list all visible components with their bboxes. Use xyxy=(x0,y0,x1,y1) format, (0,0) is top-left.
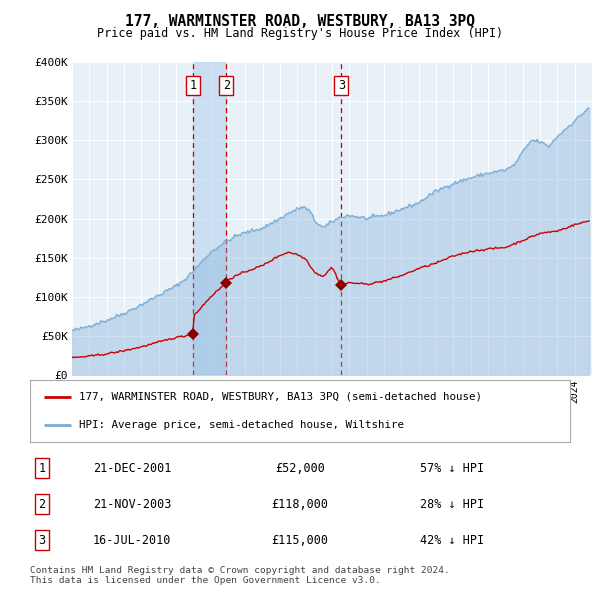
Text: 2: 2 xyxy=(223,79,230,92)
Text: 57% ↓ HPI: 57% ↓ HPI xyxy=(420,461,484,474)
Text: Price paid vs. HM Land Registry's House Price Index (HPI): Price paid vs. HM Land Registry's House … xyxy=(97,27,503,40)
Text: 16-JUL-2010: 16-JUL-2010 xyxy=(93,533,171,546)
Text: 1: 1 xyxy=(189,79,196,92)
Text: 177, WARMINSTER ROAD, WESTBURY, BA13 3PQ (semi-detached house): 177, WARMINSTER ROAD, WESTBURY, BA13 3PQ… xyxy=(79,392,482,402)
Text: HPI: Average price, semi-detached house, Wiltshire: HPI: Average price, semi-detached house,… xyxy=(79,420,404,430)
Text: 28% ↓ HPI: 28% ↓ HPI xyxy=(420,497,484,510)
Bar xyxy=(193,62,226,375)
Text: 2: 2 xyxy=(38,497,46,510)
Text: 42% ↓ HPI: 42% ↓ HPI xyxy=(420,533,484,546)
Text: £118,000: £118,000 xyxy=(271,497,329,510)
Text: 177, WARMINSTER ROAD, WESTBURY, BA13 3PQ: 177, WARMINSTER ROAD, WESTBURY, BA13 3PQ xyxy=(125,14,475,29)
Text: 21-DEC-2001: 21-DEC-2001 xyxy=(93,461,171,474)
Text: £52,000: £52,000 xyxy=(275,461,325,474)
Text: £115,000: £115,000 xyxy=(271,533,329,546)
Text: Contains HM Land Registry data © Crown copyright and database right 2024.
This d: Contains HM Land Registry data © Crown c… xyxy=(30,566,450,585)
Text: 3: 3 xyxy=(338,79,345,92)
Text: 1: 1 xyxy=(38,461,46,474)
Text: 3: 3 xyxy=(38,533,46,546)
Text: 21-NOV-2003: 21-NOV-2003 xyxy=(93,497,171,510)
